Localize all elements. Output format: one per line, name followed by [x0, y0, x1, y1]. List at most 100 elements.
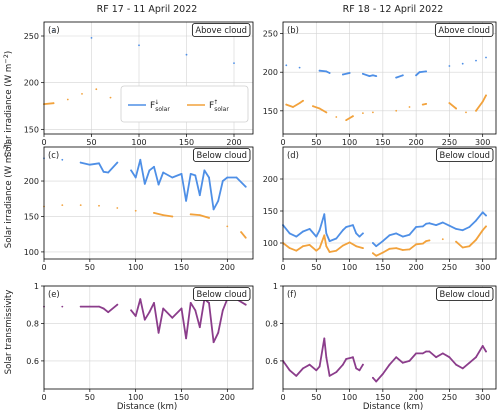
data-point-down — [401, 74, 404, 77]
column-title-right: RF 18 - 12 April 2022 — [343, 4, 444, 15]
data-point-up — [189, 213, 192, 216]
data-point-down — [401, 235, 404, 238]
data-point-down — [395, 76, 398, 79]
data-point-up — [134, 209, 137, 212]
xlabel-right: Distance (km) — [363, 402, 423, 412]
x-tick-label: 0 — [280, 138, 285, 147]
data-point-down — [221, 180, 224, 182]
data-point-up — [298, 102, 301, 104]
x-tick-label: 50 — [85, 393, 95, 402]
data-point-down — [233, 62, 235, 64]
data-point-up — [468, 245, 471, 248]
data-point-down — [425, 222, 427, 225]
data-point-trans — [428, 350, 431, 353]
data-point-down — [415, 74, 417, 77]
data-point-down — [372, 242, 374, 244]
data-point-up — [372, 111, 374, 114]
data-point-up — [425, 103, 427, 105]
data-point-up — [475, 238, 477, 241]
data-point-up — [116, 207, 119, 209]
y-tick-label: 250 — [263, 30, 278, 39]
data-point-down — [61, 158, 64, 161]
legend-label-up: F↑ solar — [209, 99, 229, 113]
data-point-down — [352, 224, 354, 227]
data-point-trans — [198, 326, 201, 329]
x-tick-label: 150 — [174, 263, 189, 272]
data-point-up — [372, 252, 374, 255]
data-point-down — [244, 185, 247, 188]
data-point-trans — [79, 305, 82, 308]
ylabel-row1: Solar irradiance (W m−2) — [2, 51, 14, 157]
data-point-up — [348, 241, 351, 244]
data-point-trans — [315, 369, 318, 372]
data-point-up — [485, 94, 487, 97]
data-point-trans — [335, 371, 338, 373]
x-tick-label: 150 — [375, 138, 390, 147]
y-tick-label: 200 — [263, 68, 278, 77]
data-point-trans — [208, 302, 210, 304]
data-point-down — [315, 235, 318, 238]
y-tick-label: 0.6 — [265, 357, 278, 366]
series-line-trans — [79, 298, 247, 344]
x-tick-label: 200 — [408, 393, 423, 402]
data-point-down — [461, 229, 464, 232]
data-point-up — [109, 96, 112, 99]
y-tick-label: 200 — [24, 79, 39, 88]
data-point-down — [302, 230, 304, 233]
panel-e: 0 50 100 150 200 0.6 0.8 1 (e) Below cloud — [26, 282, 254, 402]
data-point-trans — [461, 367, 464, 370]
x-tick-label: 100 — [342, 263, 357, 272]
data-point-up — [98, 204, 100, 207]
data-point-up — [448, 102, 451, 104]
data-point-trans — [388, 363, 391, 366]
data-point-trans — [302, 367, 304, 370]
data-point-up — [315, 249, 318, 252]
data-point-up — [355, 245, 358, 248]
data-point-trans — [153, 302, 155, 304]
data-point-trans — [130, 309, 133, 312]
axes-frame — [282, 21, 497, 135]
x-tick-label: 50 — [85, 263, 95, 272]
data-point-down — [189, 173, 192, 175]
axes-frame — [282, 285, 497, 390]
data-point-trans — [455, 363, 457, 366]
data-point-down — [481, 211, 484, 214]
data-point-up — [288, 247, 291, 250]
data-point-up — [455, 240, 457, 243]
data-point-up — [162, 214, 165, 217]
data-point-trans — [372, 376, 374, 379]
data-point-trans — [345, 358, 348, 360]
data-point-trans — [475, 356, 477, 359]
data-point-trans — [171, 316, 174, 319]
data-point-up — [292, 106, 294, 108]
data-point-trans — [355, 367, 358, 370]
data-point-down — [468, 226, 471, 228]
x-tick-label: 100 — [342, 393, 357, 402]
data-point-down — [52, 29, 55, 32]
x-tick-label: 200 — [220, 263, 235, 272]
data-point-trans — [441, 352, 444, 355]
data-point-trans — [162, 307, 165, 310]
ylabel-row2: Solar irradiance (W m−2) — [2, 142, 14, 248]
data-point-up — [240, 231, 243, 234]
data-point-up — [381, 251, 384, 254]
data-point-up — [328, 251, 331, 253]
data-point-down — [90, 37, 93, 39]
panel-label: (e) — [48, 289, 60, 299]
series-line-trans — [282, 337, 487, 383]
axes-frame — [43, 285, 254, 390]
column-title-left: RF 17 - 11 April 2022 — [97, 4, 198, 15]
x-tick-label: 200 — [408, 263, 423, 272]
y-tick-label: 250 — [24, 32, 39, 41]
data-point-down — [435, 224, 437, 227]
data-point-down — [395, 232, 398, 235]
panel-a: 0 50 100 150 200 150 200 250 (a) Above cloud — [24, 21, 254, 147]
x-tick-label: 0 — [280, 393, 285, 402]
data-point-down — [88, 163, 91, 166]
data-point-up — [465, 111, 467, 114]
data-point-down — [485, 214, 487, 217]
data-point-down — [461, 62, 464, 65]
data-point-trans — [425, 350, 427, 353]
x-tick-label: 200 — [226, 138, 241, 147]
